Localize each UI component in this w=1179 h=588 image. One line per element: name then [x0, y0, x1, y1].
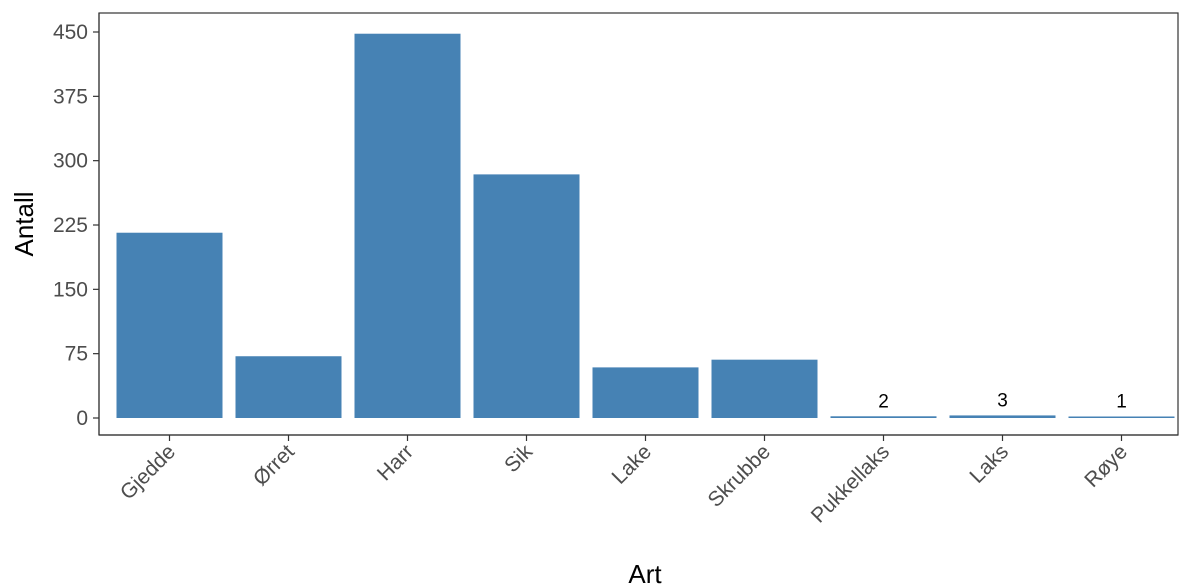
- bar: [473, 174, 580, 418]
- y-axis-title: Antall: [9, 191, 39, 256]
- bar: [235, 356, 342, 418]
- x-tick-label: Pukkellaks: [807, 440, 894, 527]
- y-axis: 0 75 150 225 300 375 450: [53, 13, 100, 435]
- x-tick-label: Ørret: [249, 440, 299, 490]
- x-tick-label: Laks: [965, 440, 1013, 488]
- bars: [116, 33, 1175, 419]
- y-tick-label: 300: [53, 150, 88, 173]
- x-tick-label: Lake: [608, 440, 656, 488]
- bar: [116, 232, 223, 418]
- y-tick-label: 0: [76, 407, 88, 430]
- x-tick-label: Røye: [1080, 440, 1132, 492]
- y-tick-label: 225: [53, 214, 88, 237]
- bar: [1068, 416, 1175, 418]
- bar: [592, 367, 699, 418]
- bar-value-label: 1: [1116, 392, 1127, 413]
- data-labels: 2 3 1: [878, 390, 1127, 412]
- x-axis: Gjedde Ørret Harr Sik Lake Skrubbe Pukkellaks L…: [99, 434, 1178, 528]
- bar-value-label: 3: [997, 390, 1008, 411]
- bar: [830, 416, 937, 418]
- x-tick-label: Skrubbe: [703, 440, 775, 512]
- bar-value-label: 2: [878, 391, 889, 412]
- bar: [711, 359, 818, 418]
- x-tick-label: Gjedde: [116, 440, 180, 504]
- x-tick-label: Sik: [500, 440, 537, 477]
- bar: [354, 33, 461, 419]
- x-tick-label: Harr: [373, 440, 418, 485]
- y-tick-label: 150: [53, 278, 88, 301]
- y-tick-label: 450: [53, 21, 88, 44]
- y-tick-label: 75: [65, 343, 88, 366]
- x-axis-title: Art: [628, 559, 662, 588]
- y-tick-label: 375: [53, 85, 88, 108]
- bar: [949, 415, 1056, 418]
